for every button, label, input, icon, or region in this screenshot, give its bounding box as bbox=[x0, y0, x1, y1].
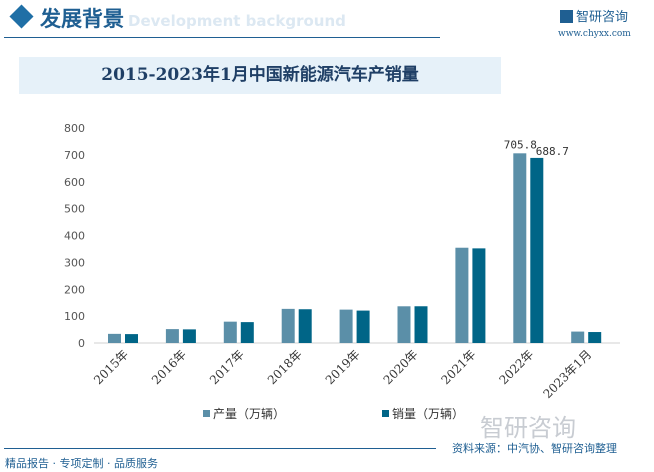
data-label: 688.7 bbox=[536, 145, 569, 158]
watermark-logo: 智研咨询 bbox=[480, 414, 576, 442]
y-tick-label: 0 bbox=[78, 337, 85, 350]
bar-production bbox=[397, 306, 411, 343]
y-tick-label: 700 bbox=[64, 149, 85, 162]
x-tick-label: 2020年 bbox=[381, 347, 421, 387]
bar-sales bbox=[182, 329, 196, 343]
header-divider bbox=[4, 37, 440, 38]
bar-sales bbox=[240, 322, 254, 343]
y-tick-label: 400 bbox=[64, 230, 85, 243]
chart-title: 2015-2023年1月中国新能源汽车产销量 bbox=[101, 65, 419, 85]
url: www.chyxx.com bbox=[558, 29, 631, 39]
x-tick-label: 2015年 bbox=[91, 347, 131, 387]
x-tick-label: 2022年 bbox=[496, 347, 536, 387]
title-bar bbox=[19, 57, 501, 94]
x-tick-label: 2019年 bbox=[323, 347, 363, 387]
header-title: 发展背景 bbox=[40, 6, 124, 31]
data-label: 705.8 bbox=[504, 138, 537, 151]
bar-production bbox=[281, 308, 295, 343]
y-tick-label: 300 bbox=[64, 256, 85, 269]
bar-production bbox=[513, 153, 527, 343]
legend-production: 产量（万辆） bbox=[203, 405, 285, 422]
bar-sales bbox=[125, 334, 138, 343]
x-tick-label: 2018年 bbox=[265, 347, 305, 387]
y-tick-label: 600 bbox=[64, 176, 85, 189]
bar-sales bbox=[414, 306, 428, 343]
logo-text: 智研咨询 bbox=[576, 10, 629, 25]
bar-sales bbox=[530, 157, 544, 343]
bar-sales bbox=[356, 310, 370, 343]
source-text: 资料来源：中汽协、智研咨询整理 bbox=[452, 442, 617, 455]
bar-production bbox=[165, 329, 179, 343]
x-tick-label: 2017年 bbox=[207, 347, 247, 387]
y-tick-label: 200 bbox=[64, 283, 85, 296]
bar-production bbox=[455, 247, 469, 343]
y-tick-label: 500 bbox=[64, 203, 85, 216]
bar-production bbox=[223, 321, 237, 343]
legend-sales: 销量（万辆） bbox=[382, 405, 464, 422]
x-tick-label: 2021年 bbox=[439, 347, 479, 387]
x-tick-label: 2023年1月 bbox=[540, 347, 594, 401]
legend-swatch bbox=[382, 410, 389, 417]
legend-label: 销量（万辆） bbox=[392, 407, 465, 421]
slogan-text: 精品报告 · 专项定制 · 品质服务 bbox=[5, 457, 158, 470]
logo: 智研咨询 bbox=[560, 6, 628, 25]
footer-divider bbox=[4, 448, 436, 449]
bar-production bbox=[571, 331, 585, 343]
y-tick-label: 100 bbox=[64, 310, 85, 323]
legend-swatch bbox=[203, 410, 210, 417]
bar-sales bbox=[472, 248, 486, 343]
header-subtitle: Development background bbox=[128, 12, 346, 30]
bar-sales bbox=[298, 309, 312, 343]
bar-production bbox=[339, 309, 353, 343]
legend-label: 产量（万辆） bbox=[213, 407, 286, 421]
y-tick-label: 800 bbox=[64, 122, 85, 135]
x-tick-label: 2016年 bbox=[149, 347, 189, 387]
bar-production bbox=[108, 333, 121, 343]
bar-sales bbox=[588, 332, 602, 343]
logo-icon bbox=[560, 10, 573, 23]
